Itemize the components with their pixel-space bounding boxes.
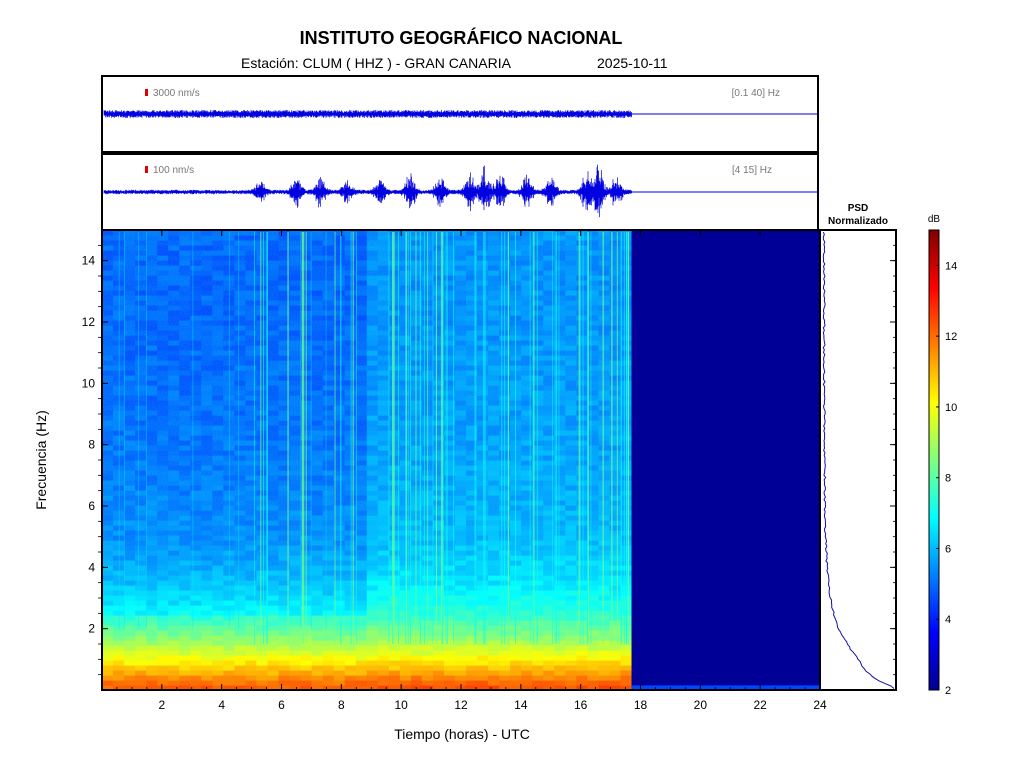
colorbar-scale bbox=[928, 229, 940, 691]
y-tick-label: 2 bbox=[88, 622, 95, 636]
x-tick-label: 18 bbox=[634, 698, 648, 712]
psd-title-line1: PSD bbox=[848, 203, 869, 214]
filter-label-broadband: [0.1 40] Hz bbox=[732, 88, 780, 99]
station-label: Estación: CLUM ( HHZ ) - GRAN CANARIA bbox=[241, 55, 511, 71]
x-tick-label: 12 bbox=[454, 698, 468, 712]
trace-waveform bbox=[103, 164, 632, 218]
y-tick-label: 4 bbox=[88, 560, 95, 574]
x-tick-label: 8 bbox=[338, 698, 345, 712]
x-tick-label: 14 bbox=[514, 698, 528, 712]
x-tick-label: 16 bbox=[574, 698, 588, 712]
x-tick-label: 2 bbox=[158, 698, 165, 712]
y-tick-label: 6 bbox=[88, 499, 95, 513]
seismogram-filtered-trace bbox=[103, 164, 818, 218]
colorbar-tick-label: 10 bbox=[945, 402, 957, 414]
x-tick-label: 20 bbox=[694, 698, 708, 712]
no-data-region bbox=[631, 230, 820, 690]
y-tick-label: 14 bbox=[82, 254, 96, 268]
x-tick-label: 6 bbox=[278, 698, 285, 712]
scale-bar-marker bbox=[145, 89, 148, 96]
colorbar-tick-label: 8 bbox=[945, 473, 951, 485]
x-tick-label: 22 bbox=[753, 698, 767, 712]
no-data-baseline bbox=[631, 685, 820, 690]
x-tick-label: 4 bbox=[218, 698, 225, 712]
spectrogram-events bbox=[118, 232, 630, 644]
psd-curve bbox=[822, 231, 895, 689]
spectrogram-texture bbox=[102, 230, 632, 690]
date-label: 2025-10-11 bbox=[597, 55, 668, 71]
spectrogram-noise-overlay bbox=[102, 230, 632, 690]
seismogram-filtered-panel: 100 nm/s [4 15] Hz bbox=[101, 153, 819, 231]
chart-title: INSTITUTO GEOGRÁFICO NACIONAL bbox=[299, 28, 623, 48]
colorbar: dB 2 4 6 8 10 12 14 bbox=[928, 214, 957, 697]
y-tick-label: 8 bbox=[88, 438, 95, 452]
colorbar-tick-label: 14 bbox=[945, 260, 957, 272]
colorbar-tick-label: 4 bbox=[945, 614, 951, 626]
colorbar-tick-label: 12 bbox=[945, 331, 957, 343]
y-tick-label: 10 bbox=[82, 376, 96, 390]
colorbar-label: dB bbox=[928, 214, 941, 225]
y-tick-label: 12 bbox=[82, 315, 96, 329]
seismogram-broadband-trace bbox=[103, 110, 818, 118]
colorbar-ticks: 2 4 6 8 10 12 14 bbox=[936, 260, 957, 697]
trace-waveform bbox=[103, 110, 632, 118]
x-tick-label: 10 bbox=[394, 698, 408, 712]
scale-bar-marker bbox=[145, 166, 148, 173]
x-axis-label: Tiempo (horas) - UTC bbox=[394, 726, 530, 742]
colorbar-tick-label: 2 bbox=[945, 685, 951, 697]
x-tick-label: 24 bbox=[813, 698, 827, 712]
seismogram-broadband-panel: 3000 nm/s [0.1 40] Hz bbox=[101, 75, 819, 153]
filter-label-filtered: [4 15] Hz bbox=[732, 165, 772, 176]
psd-title-line2: Normalizado bbox=[828, 216, 888, 227]
colorbar-tick-label: 6 bbox=[945, 543, 951, 555]
scale-label-filtered: 100 nm/s bbox=[153, 165, 194, 176]
y-axis-label: Frecuencia (Hz) bbox=[33, 410, 49, 510]
psd-panel: PSD Normalizado bbox=[819, 203, 897, 691]
psd-ticks bbox=[890, 244, 896, 676]
scale-label-broadband: 3000 nm/s bbox=[153, 88, 200, 99]
